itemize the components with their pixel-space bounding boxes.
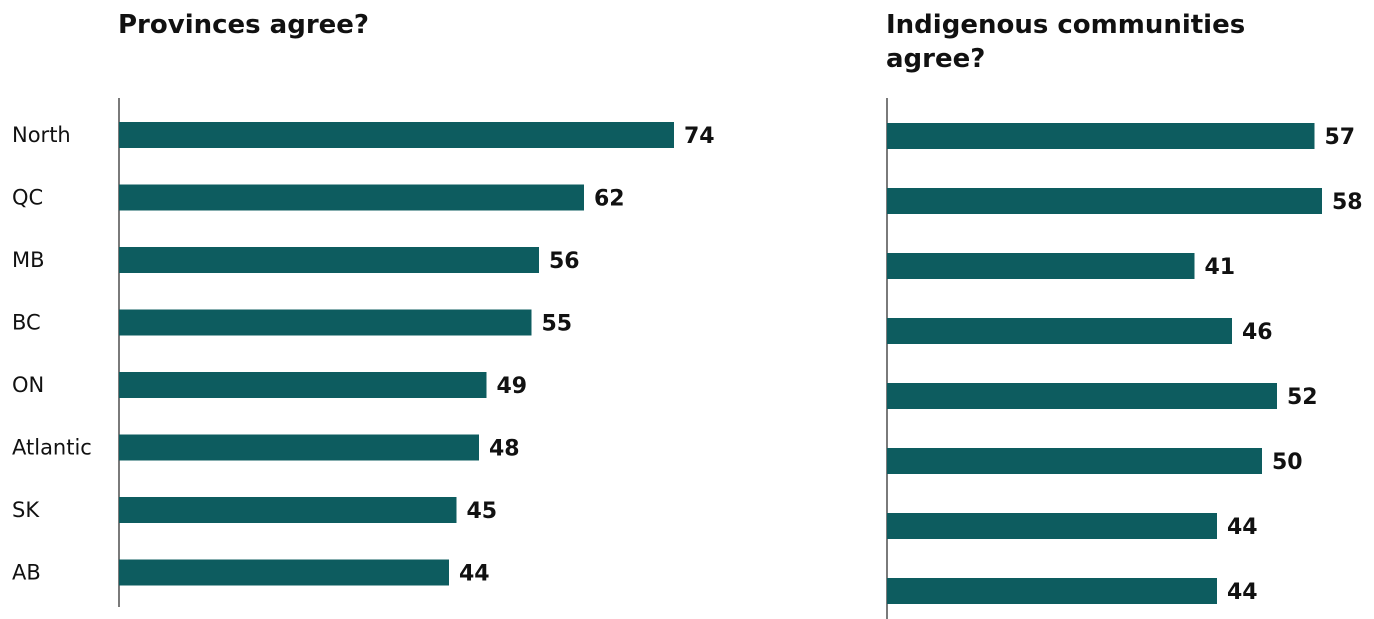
chart-1-value-label-7: 44 [1227, 580, 1258, 605]
chart-1-bar-6 [887, 513, 1217, 539]
chart-1-bar-7 [887, 578, 1217, 604]
chart-0-bar-0 [119, 122, 674, 148]
indigenous-chart-title: Indigenous communities agree? [886, 10, 1246, 74]
chart-0-value-label-0: 74 [684, 124, 715, 149]
chart-0-value-label-4: 49 [497, 374, 528, 399]
chart-0-value-label-2: 56 [549, 249, 580, 274]
chart-0-category-label-3: BC [12, 311, 41, 335]
chart-1-value-label-0: 57 [1325, 125, 1356, 150]
chart-1-bar-4 [887, 383, 1277, 409]
chart-0-value-label-5: 48 [489, 437, 520, 462]
chart-0-category-label-4: ON [12, 373, 44, 397]
chart-0-value-label-1: 62 [594, 187, 625, 212]
chart-0-category-label-7: AB [12, 561, 41, 585]
chart-0-value-label-3: 55 [542, 312, 573, 337]
chart-1-bar-5 [887, 448, 1262, 474]
chart-0-bar-6 [119, 497, 457, 523]
chart-1-value-label-4: 52 [1287, 385, 1318, 410]
chart-0-category-label-0: North [12, 123, 71, 147]
chart-1-bar-1 [887, 188, 1322, 214]
chart-1-value-label-5: 50 [1272, 450, 1303, 475]
chart-0-category-label-6: SK [12, 498, 40, 522]
chart-1-bar-3 [887, 318, 1232, 344]
chart-0-category-label-1: QC [12, 186, 43, 210]
chart-0-bar-4 [119, 372, 487, 398]
chart-0-category-label-2: MB [12, 248, 45, 272]
chart-0-value-label-6: 45 [467, 499, 498, 524]
chart-1-value-label-1: 58 [1332, 190, 1363, 215]
chart-0-bar-3 [119, 309, 532, 336]
chart-1-bar-0 [887, 123, 1315, 149]
chart-1-value-label-6: 44 [1227, 515, 1258, 540]
chart-0-bar-2 [119, 247, 539, 273]
chart-0-bar-5 [119, 434, 479, 461]
chart-0-value-label-7: 44 [459, 562, 490, 587]
chart-1-bar-2 [887, 253, 1195, 279]
chart-0-bar-7 [119, 559, 449, 586]
provinces-chart-title: Provinces agree? [118, 10, 370, 40]
chart-0: 74 North 62 QC 56 MB 55 BC 49 ON 48 Atlantic 45 SK 44 A… [12, 98, 715, 607]
chart-0-bar-1 [119, 184, 584, 211]
chart-1-value-label-3: 46 [1242, 320, 1273, 345]
chart-0-category-label-5: Atlantic [12, 436, 92, 460]
chart-1: 57 58 41 46 52 50 44 44 [886, 98, 1363, 619]
chart-1-value-label-2: 41 [1205, 255, 1236, 280]
